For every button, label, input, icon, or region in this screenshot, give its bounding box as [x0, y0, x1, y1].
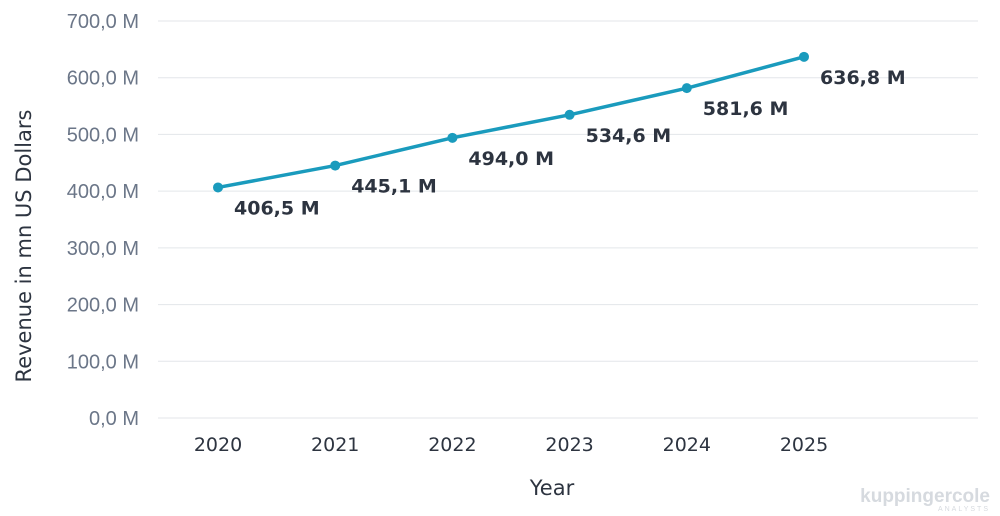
y-tick-label: 100,0 M: [67, 351, 139, 373]
x-tick-label: 2020: [194, 434, 242, 456]
y-tick-label: 200,0 M: [67, 295, 139, 317]
x-axis-title: Year: [529, 476, 575, 500]
data-point: [799, 51, 809, 62]
watermark-subtitle: ANALYSTS: [938, 506, 990, 513]
watermark-logo: kuppingercole ANALYSTS: [860, 486, 990, 513]
y-tick-label: 700,0 M: [67, 11, 139, 33]
y-tick-label: 400,0 M: [67, 181, 139, 203]
data-point: [213, 182, 223, 193]
data-label: 581,6 M: [703, 98, 789, 120]
series-line-group: [213, 51, 809, 193]
data-labels: 406,5 M 445,1 M 494,0 M 534,6 M 581,6 M 636,8…: [234, 67, 906, 220]
data-label: 636,8 M: [820, 67, 906, 89]
y-axis-ticks: 0,0 M 100,0 M 200,0 M 300,0 M 400,0 M 500,0 M…: [67, 11, 139, 430]
y-tick-label: 600,0 M: [67, 68, 139, 90]
y-tick-label: 500,0 M: [67, 124, 139, 146]
x-tick-label: 2024: [663, 434, 711, 456]
data-label: 494,0 M: [468, 148, 554, 170]
data-label: 445,1 M: [351, 176, 437, 198]
data-point: [447, 132, 458, 143]
x-tick-label: 2023: [545, 434, 593, 456]
grid-lines: [158, 20, 978, 419]
series-line: [216, 55, 806, 190]
x-tick-label: 2022: [428, 434, 476, 456]
y-axis-title: Revenue in mn US Dollars: [12, 110, 36, 383]
data-label: 534,6 M: [586, 125, 672, 147]
data-point: [681, 83, 692, 94]
y-tick-label: 0,0 M: [89, 408, 139, 430]
x-tick-label: 2021: [311, 434, 359, 456]
x-tick-label: 2025: [780, 434, 828, 456]
data-point: [330, 160, 341, 171]
x-axis-ticks: 2020 2021 2022 2023 2024 2025: [194, 434, 828, 456]
data-label: 406,5 M: [234, 197, 320, 219]
data-point: [564, 109, 575, 120]
watermark-brand: kuppingercole: [860, 486, 990, 507]
y-tick-label: 300,0 M: [67, 238, 139, 260]
